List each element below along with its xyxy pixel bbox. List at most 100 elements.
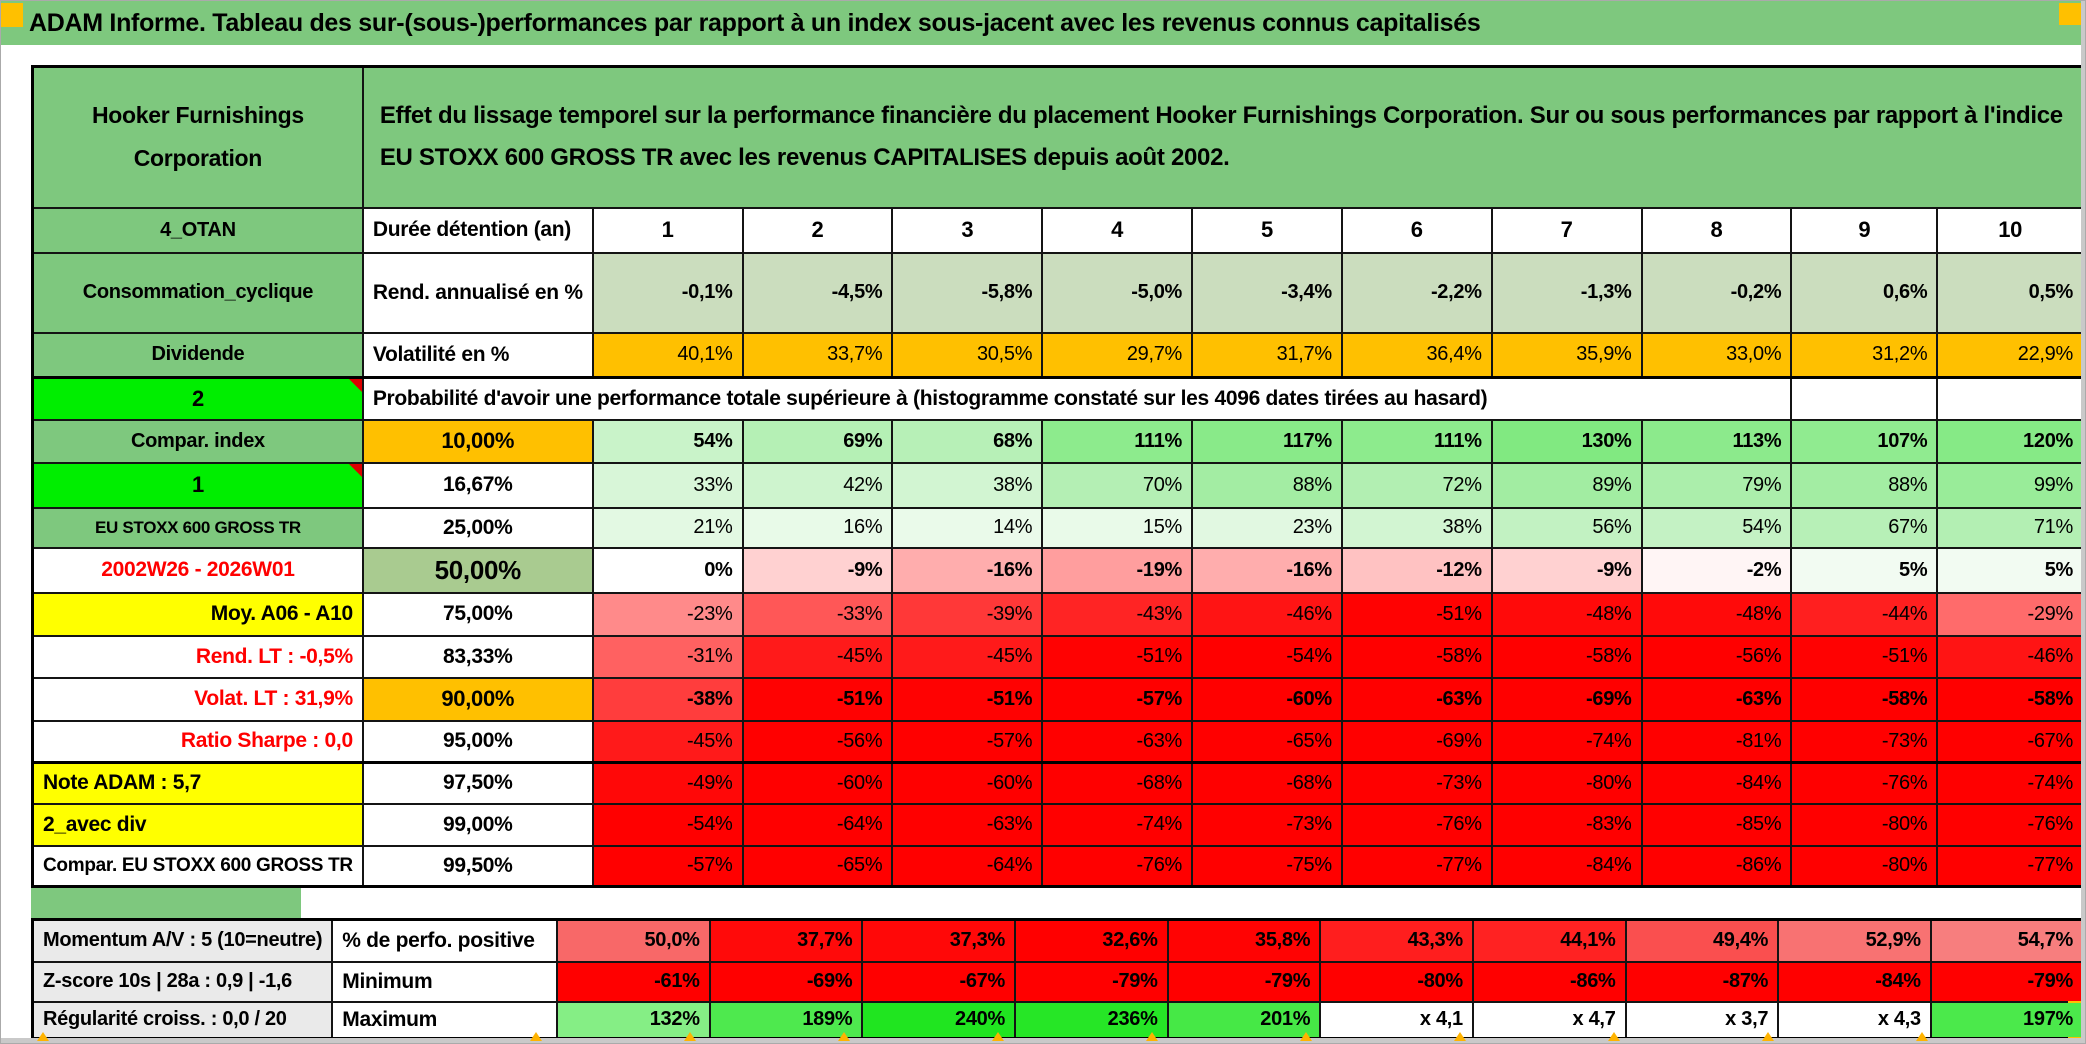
data-cell[interactable]: 31,7%: [1191, 331, 1343, 379]
data-cell[interactable]: -33%: [741, 591, 894, 637]
row-label-cell[interactable]: Compar. EU STOXX 600 GROSS TR: [31, 844, 364, 888]
data-cell[interactable]: 54%: [1640, 506, 1793, 549]
data-cell[interactable]: 89%: [1490, 461, 1643, 509]
data-cell[interactable]: 69%: [741, 418, 894, 464]
data-cell[interactable]: 42%: [741, 461, 894, 509]
data-cell[interactable]: -48%: [1640, 591, 1793, 637]
data-cell[interactable]: 33%: [591, 461, 744, 509]
data-cell[interactable]: -9%: [741, 546, 894, 594]
data-cell[interactable]: x 3,7: [1624, 1000, 1780, 1040]
data-cell[interactable]: 0,5%: [1936, 251, 2085, 334]
metric-label-cell[interactable]: Minimum: [331, 960, 559, 1003]
data-cell[interactable]: -63%: [891, 802, 1044, 847]
data-cell[interactable]: -75%: [1191, 844, 1343, 888]
data-cell[interactable]: -5,0%: [1041, 251, 1194, 334]
data-cell[interactable]: 21%: [591, 506, 744, 549]
data-cell[interactable]: -16%: [1191, 546, 1343, 594]
data-cell[interactable]: -83%: [1490, 802, 1643, 847]
data-cell[interactable]: -84%: [1490, 844, 1643, 888]
data-cell[interactable]: 36,4%: [1340, 331, 1493, 379]
metric-label-cell[interactable]: 75,00%: [361, 591, 594, 637]
data-cell[interactable]: 0%: [591, 546, 744, 594]
data-cell[interactable]: -64%: [891, 844, 1044, 888]
column-header-cell[interactable]: 7: [1490, 206, 1643, 254]
column-header-cell[interactable]: 1: [591, 206, 744, 254]
data-cell[interactable]: -51%: [1790, 634, 1939, 679]
data-cell[interactable]: -84%: [1640, 761, 1793, 805]
data-cell[interactable]: 43,3%: [1319, 918, 1474, 963]
data-cell[interactable]: -2%: [1640, 546, 1793, 594]
data-cell[interactable]: -76%: [1340, 802, 1493, 847]
data-cell[interactable]: -67%: [861, 960, 1016, 1003]
data-cell[interactable]: -60%: [1191, 676, 1343, 722]
column-header-cell[interactable]: 4: [1041, 206, 1194, 254]
row-label-cell[interactable]: Volat. LT : 31,9%: [31, 676, 364, 722]
data-cell[interactable]: 30,5%: [891, 331, 1044, 379]
data-cell[interactable]: -9%: [1490, 546, 1643, 594]
data-cell[interactable]: -76%: [1790, 761, 1939, 805]
data-cell[interactable]: -68%: [1191, 761, 1343, 805]
data-cell[interactable]: -3,4%: [1191, 251, 1343, 334]
data-cell[interactable]: 99%: [1936, 461, 2085, 509]
data-cell[interactable]: -0,2%: [1640, 251, 1793, 334]
data-cell[interactable]: -85%: [1640, 802, 1793, 847]
data-cell[interactable]: 0,6%: [1790, 251, 1939, 334]
data-cell[interactable]: 5%: [1936, 546, 2085, 594]
data-cell[interactable]: -4,5%: [741, 251, 894, 334]
data-cell[interactable]: -61%: [556, 960, 711, 1003]
data-cell[interactable]: 56%: [1490, 506, 1643, 549]
column-header-cell[interactable]: 10: [1936, 206, 2085, 254]
data-cell[interactable]: -39%: [891, 591, 1044, 637]
column-header-cell[interactable]: 8: [1640, 206, 1793, 254]
data-cell[interactable]: 88%: [1790, 461, 1939, 509]
data-cell[interactable]: -31%: [591, 634, 744, 679]
column-header-cell[interactable]: 9: [1790, 206, 1939, 254]
data-cell[interactable]: -48%: [1490, 591, 1643, 637]
data-cell[interactable]: -43%: [1041, 591, 1194, 637]
metric-label-cell[interactable]: 83,33%: [361, 634, 594, 679]
row-label-cell[interactable]: Consommation_cyclique: [31, 251, 364, 334]
metric-label-cell[interactable]: Probabilité d'avoir une performance tota…: [361, 376, 1793, 421]
data-cell[interactable]: 197%: [1929, 1000, 2085, 1040]
data-cell[interactable]: -69%: [1340, 719, 1493, 764]
metric-label-cell[interactable]: 25,00%: [361, 506, 594, 549]
data-cell[interactable]: -19%: [1041, 546, 1194, 594]
row-label-cell[interactable]: 4_OTAN: [31, 206, 364, 254]
data-cell[interactable]: -58%: [1936, 676, 2085, 722]
data-cell[interactable]: -29%: [1936, 591, 2085, 637]
row-label-cell[interactable]: Rend. LT : -0,5%: [31, 634, 364, 679]
data-cell[interactable]: -79%: [1929, 960, 2085, 1003]
data-cell[interactable]: 54%: [591, 418, 744, 464]
data-cell[interactable]: 44,1%: [1471, 918, 1627, 963]
empty-cell[interactable]: [1790, 376, 1939, 421]
data-cell[interactable]: -79%: [1166, 960, 1322, 1003]
data-cell[interactable]: -54%: [1191, 634, 1343, 679]
data-cell[interactable]: -56%: [1640, 634, 1793, 679]
data-cell[interactable]: -74%: [1490, 719, 1643, 764]
data-cell[interactable]: 79%: [1640, 461, 1793, 509]
data-cell[interactable]: 72%: [1340, 461, 1493, 509]
row-label-cell[interactable]: Moy. A06 - A10: [31, 591, 364, 637]
data-cell[interactable]: x 4,7: [1471, 1000, 1627, 1040]
data-cell[interactable]: -63%: [1340, 676, 1493, 722]
data-cell[interactable]: 70%: [1041, 461, 1194, 509]
data-cell[interactable]: -76%: [1041, 844, 1194, 888]
data-cell[interactable]: 113%: [1640, 418, 1793, 464]
data-cell[interactable]: -58%: [1340, 634, 1493, 679]
data-cell[interactable]: -57%: [1041, 676, 1194, 722]
column-header-cell[interactable]: 5: [1191, 206, 1343, 254]
data-cell[interactable]: -46%: [1936, 634, 2085, 679]
data-cell[interactable]: -2,2%: [1340, 251, 1493, 334]
data-cell[interactable]: -74%: [1936, 761, 2085, 805]
row-label-cell[interactable]: 1: [31, 461, 364, 509]
data-cell[interactable]: 201%: [1166, 1000, 1322, 1040]
data-cell[interactable]: -86%: [1640, 844, 1793, 888]
data-cell[interactable]: -80%: [1790, 802, 1939, 847]
row-label-cell[interactable]: 2_avec div: [31, 802, 364, 847]
data-cell[interactable]: 33,0%: [1640, 331, 1793, 379]
data-cell[interactable]: 35,8%: [1166, 918, 1322, 963]
data-cell[interactable]: -73%: [1191, 802, 1343, 847]
data-cell[interactable]: 120%: [1936, 418, 2085, 464]
data-cell[interactable]: -84%: [1777, 960, 1932, 1003]
data-cell[interactable]: 88%: [1191, 461, 1343, 509]
